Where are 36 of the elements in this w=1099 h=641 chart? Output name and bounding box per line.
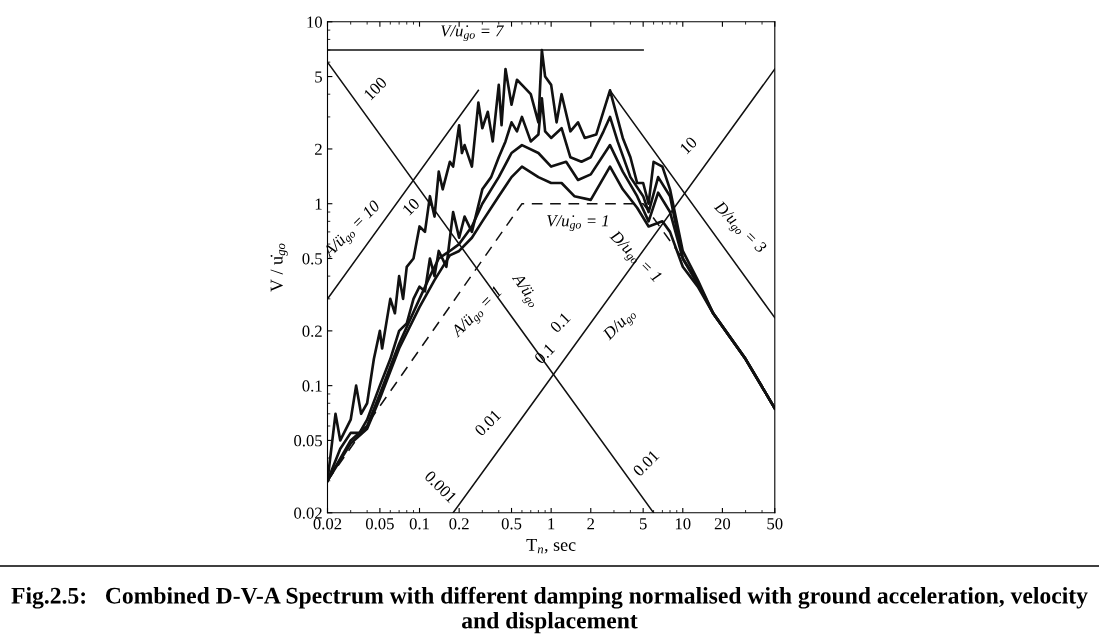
y-tick-label: 10	[307, 16, 323, 28]
x-tick-label: 0.05	[365, 518, 394, 530]
x-tick-label: 20	[714, 518, 731, 530]
annotation: D/u$_{go}$	[601, 306, 639, 344]
x-tick-label: 2	[587, 518, 595, 530]
annotation: 10	[679, 136, 698, 155]
text: Fig.2.5: Combined D-V-A Spectrum with different damping normalised with ground acceleration, velocity and displacement	[11, 586, 1088, 634]
annotation: 0.1	[549, 311, 572, 334]
y-tick-label: 0.02	[294, 507, 322, 519]
x-tick-label: 0.2	[449, 518, 469, 530]
annotation: D/u$_{go}$ = 1	[605, 229, 662, 286]
y-tick-label: 0.2	[302, 325, 322, 337]
x-tick-label: 0.1	[409, 518, 429, 530]
annotation: D/u$_{go}$ = 3	[710, 199, 768, 257]
y-axis-title: V / u̇$_{go}$	[270, 243, 288, 292]
y-tick-label: 0.05	[294, 435, 322, 447]
annotation: 0.01	[632, 449, 660, 477]
x-tick-label: 10	[675, 518, 691, 530]
annotation: V/u̇$_{go}$ = 7	[441, 25, 505, 42]
annotation: A/ü$_{go}$ = 1	[449, 285, 506, 342]
annotation: 100	[363, 76, 388, 101]
annotation: A/ü$_{go}$	[507, 271, 542, 310]
x-axis-title: T$_{n}$, sec	[526, 538, 576, 554]
annotation: 10	[402, 197, 421, 216]
y-tick-label: 0.1	[302, 380, 322, 392]
y-tick-label: 1	[315, 198, 322, 210]
x-tick-label: 1	[548, 518, 555, 530]
y-tick-label: 0.5	[302, 253, 322, 265]
annotation: 0.1	[533, 342, 556, 365]
y-tick-label: 5	[315, 71, 322, 83]
y-tick-label: 2	[315, 143, 322, 155]
x-tick-label: 50	[767, 518, 783, 530]
x-tick-label: 5	[639, 518, 647, 530]
annotation: 0.01	[473, 409, 502, 437]
x-tick-label: 0.5	[501, 518, 522, 530]
annotation: V/u̇$_{go}$ = 1	[547, 215, 608, 231]
